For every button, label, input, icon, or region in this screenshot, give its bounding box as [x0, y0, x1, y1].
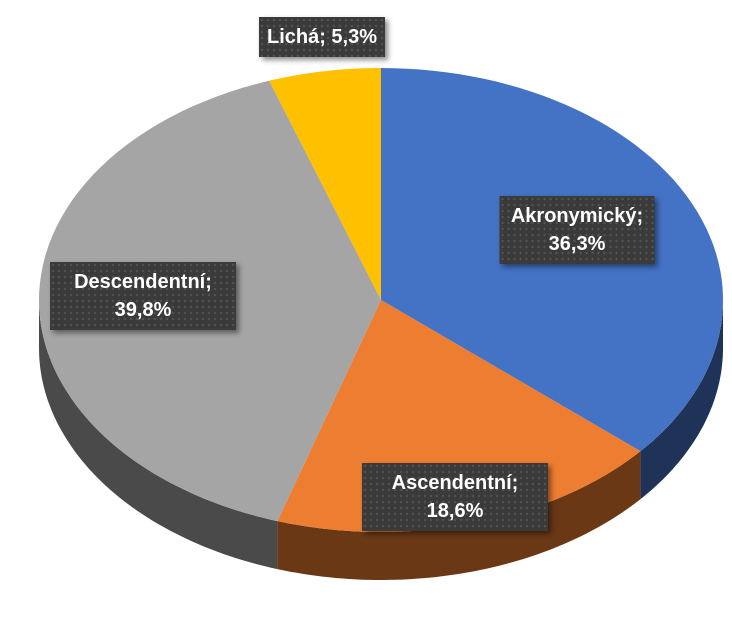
- data-label: Lichá; 5,3%: [258, 17, 386, 57]
- data-label: Descendentní; 39,8%: [50, 262, 236, 330]
- slice-side: [277, 451, 641, 580]
- data-label: Akronymický; 36,3%: [499, 196, 655, 264]
- slice-side: [640, 300, 723, 500]
- data-label: Ascendentní; 18,6%: [362, 463, 548, 531]
- slice-side: [39, 300, 278, 570]
- slice: [269, 68, 381, 300]
